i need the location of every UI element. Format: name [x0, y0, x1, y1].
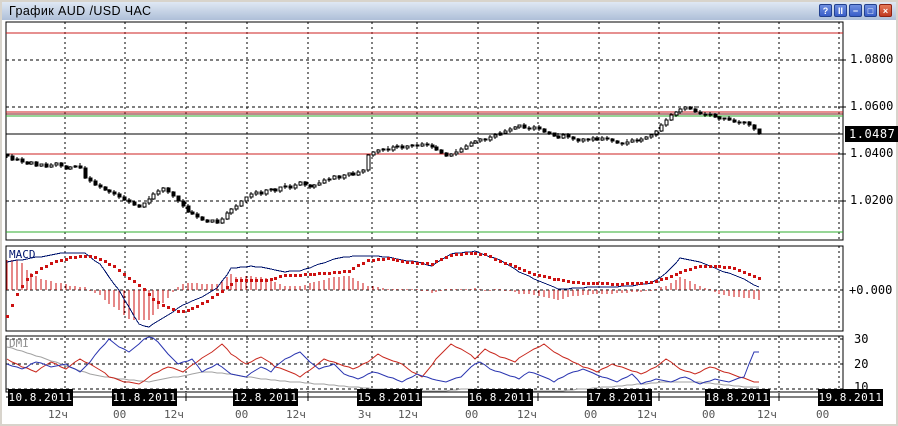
- pause-button[interactable]: II: [834, 4, 847, 17]
- close-button[interactable]: ×: [879, 4, 892, 17]
- main-chart-panel[interactable]: [6, 22, 843, 240]
- chart-canvas: MACD +0.000 DMI 30 20 10 1.0487 1.0800 1.…: [2, 20, 898, 424]
- window-controls: ? II − □ ×: [819, 4, 892, 17]
- dmi-panel[interactable]: [6, 336, 843, 392]
- minimize-button[interactable]: −: [849, 4, 862, 17]
- help-button[interactable]: ?: [819, 4, 832, 17]
- macd-panel[interactable]: [6, 246, 843, 331]
- maximize-button[interactable]: □: [864, 4, 877, 17]
- title-bar[interactable]: График AUD /USD ЧАС ? II − □ ×: [2, 2, 896, 21]
- window-title: График AUD /USD ЧАС: [9, 4, 152, 18]
